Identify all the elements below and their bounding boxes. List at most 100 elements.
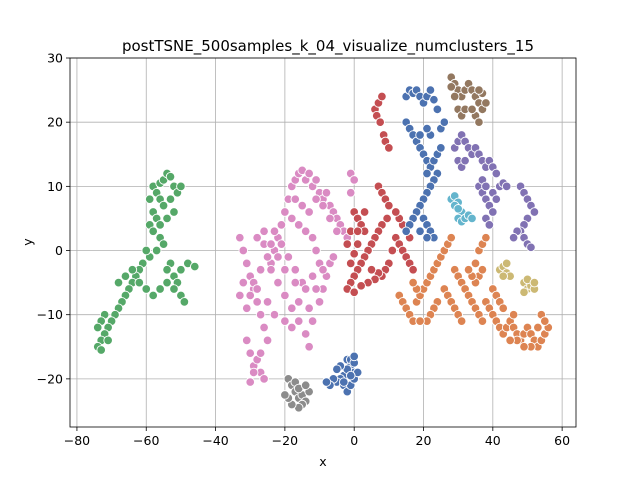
data-point <box>134 277 145 288</box>
cluster-series <box>446 191 477 227</box>
data-point <box>252 232 262 243</box>
data-point <box>422 232 432 243</box>
data-point <box>339 377 349 387</box>
data-point <box>529 207 540 217</box>
data-point <box>318 200 328 211</box>
data-point <box>269 226 280 237</box>
data-point <box>467 104 477 115</box>
cluster-series <box>446 72 491 127</box>
data-point <box>273 277 283 288</box>
data-point <box>508 232 519 243</box>
data-point <box>481 98 491 108</box>
data-point <box>235 290 245 301</box>
data-point <box>529 277 540 288</box>
data-point <box>162 213 172 224</box>
data-point <box>342 239 353 249</box>
data-point <box>359 207 370 217</box>
data-point <box>352 226 363 237</box>
data-point <box>456 316 467 326</box>
data-point <box>103 335 113 346</box>
data-point <box>276 220 287 230</box>
data-point <box>297 200 307 211</box>
data-point <box>382 213 392 224</box>
data-point <box>325 213 335 224</box>
data-point <box>391 207 401 217</box>
data-point <box>311 245 321 256</box>
data-point <box>446 232 456 243</box>
data-point <box>345 188 356 198</box>
x-tick-label: 40 <box>485 433 501 448</box>
data-point <box>287 322 297 333</box>
data-point <box>422 123 432 134</box>
data-point <box>540 316 550 326</box>
y-tick-label: −10 <box>37 307 63 322</box>
data-point <box>349 351 359 362</box>
data-point <box>113 277 124 288</box>
data-point <box>280 207 290 217</box>
data-point <box>269 309 280 320</box>
cluster-series <box>235 165 359 387</box>
data-point <box>280 316 290 326</box>
data-point <box>491 168 502 179</box>
data-point <box>300 226 311 237</box>
data-point <box>165 171 176 182</box>
data-point <box>162 265 172 275</box>
data-point <box>474 85 484 95</box>
y-tick-label: 20 <box>47 115 63 130</box>
data-point <box>415 316 425 326</box>
data-point <box>158 239 169 249</box>
data-point <box>332 226 342 237</box>
data-point <box>498 303 508 314</box>
data-point <box>255 348 266 358</box>
data-point <box>481 181 491 192</box>
data-point <box>266 239 276 249</box>
data-point <box>311 175 321 185</box>
data-point <box>432 104 443 115</box>
data-point <box>401 226 411 237</box>
data-point <box>280 390 290 400</box>
data-point <box>259 374 269 384</box>
data-point <box>255 309 266 320</box>
data-point <box>158 200 169 211</box>
data-point <box>300 284 311 294</box>
cluster-series <box>449 130 540 253</box>
data-point <box>141 284 151 294</box>
cluster-series <box>495 258 540 297</box>
data-point <box>345 258 356 269</box>
data-point <box>345 370 356 381</box>
data-point <box>148 226 158 237</box>
data-point <box>501 258 512 269</box>
cluster-series <box>321 85 450 397</box>
data-point <box>321 377 332 387</box>
data-point <box>384 200 394 211</box>
data-point <box>484 220 495 230</box>
x-tick-label: 60 <box>554 433 570 448</box>
cluster-series <box>280 374 314 413</box>
x-tick-label: −40 <box>202 433 228 448</box>
data-point <box>120 271 131 281</box>
data-point <box>436 143 446 153</box>
data-point <box>179 297 190 307</box>
data-point <box>332 364 342 374</box>
data-point <box>349 248 359 259</box>
data-point <box>467 213 477 224</box>
data-point <box>155 284 165 294</box>
data-point <box>169 284 179 294</box>
data-point <box>96 345 106 355</box>
data-point <box>262 297 273 307</box>
data-point <box>155 220 165 230</box>
data-point <box>242 258 252 269</box>
data-point <box>127 265 138 275</box>
data-point <box>304 168 314 179</box>
data-point <box>300 329 311 339</box>
data-point <box>501 181 512 192</box>
data-point <box>242 303 252 314</box>
data-point <box>318 265 328 275</box>
data-point <box>321 188 332 198</box>
data-point <box>238 245 249 256</box>
data-point <box>481 232 491 243</box>
data-point <box>477 265 488 275</box>
data-point <box>356 281 366 291</box>
data-point <box>190 261 200 272</box>
